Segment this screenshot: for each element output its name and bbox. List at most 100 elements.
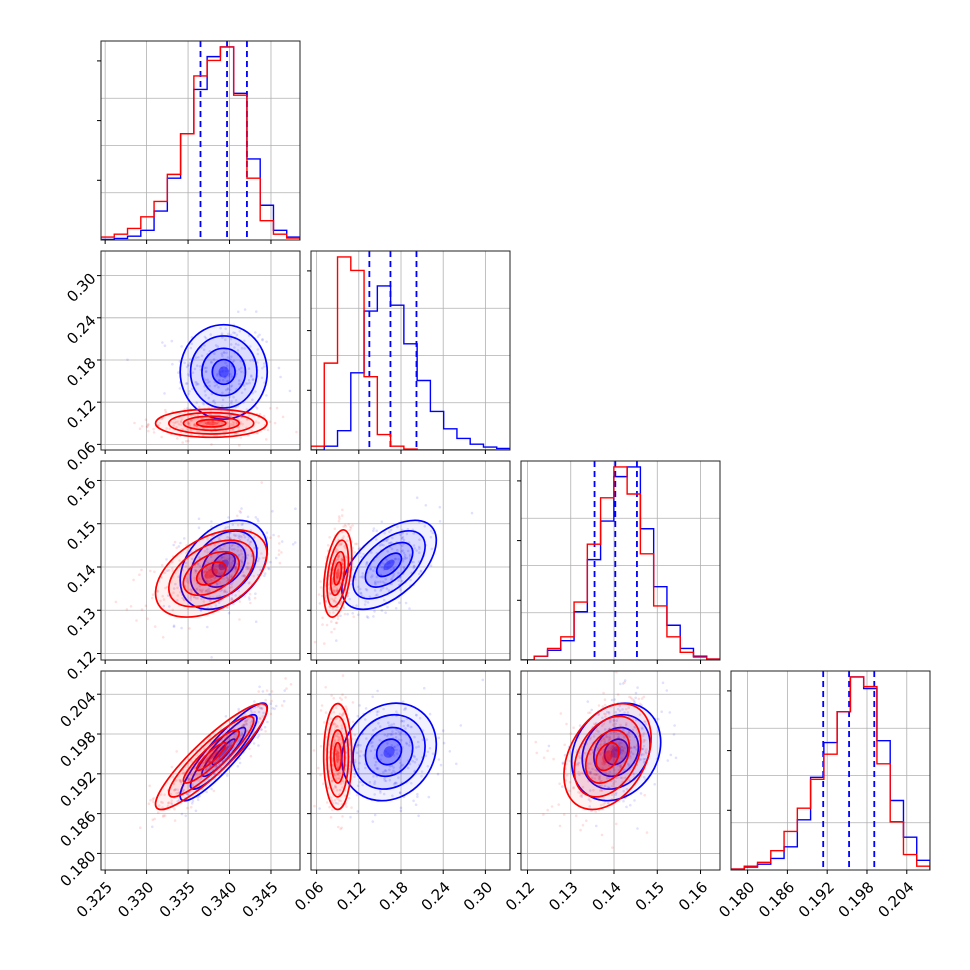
scatter-point — [146, 425, 149, 428]
scatter-point — [217, 762, 221, 766]
scatter-point — [183, 537, 186, 540]
scatter-point — [234, 342, 238, 346]
scatter-point — [218, 546, 221, 549]
scatter-point — [558, 824, 562, 828]
scatter-point — [332, 611, 335, 614]
scatter-point — [205, 573, 208, 576]
scatter-point — [186, 550, 189, 553]
scatter-point — [401, 549, 405, 552]
scatter-point — [208, 568, 211, 571]
scatter-point — [342, 535, 345, 538]
scatter-point — [426, 750, 430, 754]
scatter-point — [191, 371, 195, 374]
scatter-point — [385, 587, 389, 590]
scatter-point — [646, 730, 650, 734]
scatter-point — [196, 563, 200, 566]
scatter-point — [588, 711, 592, 714]
scatter-point — [334, 550, 338, 553]
scatter-point — [213, 384, 217, 388]
scatter-point — [375, 710, 379, 714]
scatter-point — [375, 529, 378, 533]
scatter-point — [602, 722, 606, 725]
scatter-point — [413, 547, 417, 550]
histogram-series-0-param-2 — [521, 466, 720, 660]
scatter-point — [162, 604, 166, 608]
scatter-point — [398, 733, 402, 736]
scatter-point — [611, 750, 614, 754]
scatter-point — [419, 569, 423, 573]
scatter-point — [216, 595, 219, 598]
x-tick-label-param-2: 0.15 — [632, 878, 668, 914]
scatter-point — [623, 768, 626, 772]
scatter-point — [182, 788, 186, 792]
panel-frame — [100, 40, 301, 241]
scatter-point — [346, 539, 349, 542]
scatter-point — [203, 557, 207, 561]
x-tick-label-param-0: 0.345 — [239, 878, 282, 921]
scatter-point — [605, 777, 609, 780]
scatter-point — [140, 568, 143, 572]
scatter-point — [603, 698, 607, 701]
histogram-panel-3 — [727, 670, 931, 874]
scatter-point — [614, 748, 617, 752]
scatter-point — [601, 767, 604, 770]
scatter-point — [645, 831, 649, 834]
scatter-point — [243, 730, 247, 734]
scatter-point — [295, 430, 298, 434]
scatter-point — [640, 726, 644, 730]
scatter-point — [257, 704, 260, 708]
scatter-point — [628, 764, 631, 767]
scatter-point — [382, 568, 386, 571]
density-fill-series-0-level-3 — [212, 359, 236, 385]
density-fill-series-1-level-2 — [330, 730, 345, 784]
scatter-point — [217, 536, 221, 539]
scatter-point — [241, 574, 244, 578]
scatter-point — [335, 763, 339, 767]
scatter-point — [293, 541, 297, 544]
scatter-point — [340, 742, 343, 745]
scatter-point — [383, 563, 386, 566]
scatter-point — [612, 730, 615, 734]
scatter-point — [333, 740, 337, 743]
scatter-point — [140, 608, 144, 611]
scatter-point — [576, 764, 580, 767]
scatter-point — [344, 705, 348, 708]
contour-series-1-level-0 — [322, 529, 353, 618]
scatter-point — [331, 763, 335, 767]
scatter-point — [355, 542, 359, 546]
scatter-point — [621, 776, 624, 780]
scatter-point — [217, 406, 220, 410]
scatter-point — [182, 598, 186, 602]
contour-series-1-level-3 — [595, 741, 620, 772]
scatter-point — [403, 553, 407, 557]
scatter-point — [225, 590, 228, 594]
scatter-point — [233, 567, 237, 571]
scatter-point — [373, 756, 376, 760]
scatter-point — [629, 749, 632, 753]
scatter-point — [392, 766, 395, 769]
scatter-point — [336, 605, 339, 609]
scatter-point — [389, 568, 393, 571]
histogram-panel-0 — [97, 40, 301, 244]
scatter-point — [218, 538, 221, 541]
scatter-point — [211, 768, 215, 772]
density-fill-series-0-level-2 — [365, 727, 413, 777]
scatter-point — [389, 541, 392, 545]
scatter-point — [396, 525, 399, 529]
scatter-point — [337, 515, 341, 518]
scatter-point — [330, 776, 334, 780]
scatter-point — [392, 769, 395, 773]
scatter-point — [220, 352, 224, 355]
scatter-point — [598, 743, 602, 747]
scatter-point — [341, 562, 345, 566]
scatter-point — [220, 370, 223, 373]
scatter-point — [597, 713, 600, 716]
scatter-point — [590, 708, 593, 712]
scatter-point — [215, 582, 219, 585]
scatter-point — [337, 757, 340, 761]
scatter-point — [236, 541, 239, 545]
scatter-point — [336, 588, 339, 591]
scatter-point — [228, 586, 232, 589]
scatter-point — [356, 810, 359, 813]
scatter-point — [173, 808, 176, 811]
